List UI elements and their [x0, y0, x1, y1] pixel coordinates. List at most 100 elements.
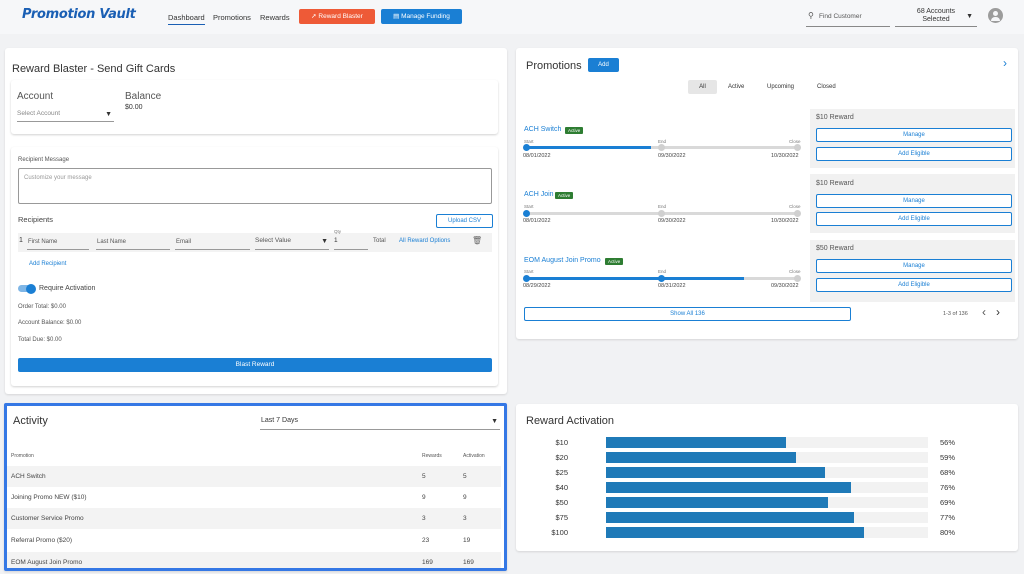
table-row[interactable]: EOM August Join Promo 169 169 — [7, 552, 501, 568]
start-label: Start — [524, 269, 534, 274]
recipient-message-label: Recipient Message — [18, 157, 70, 163]
promo-name-ach-switch[interactable]: ACH Switch — [524, 126, 562, 133]
close-date: 09/30/2022 — [771, 283, 799, 289]
bar-value-label: 80% — [940, 528, 956, 537]
timeline-end-dot — [658, 144, 665, 151]
add-promotion-button[interactable]: Add — [588, 58, 619, 72]
caret-down-icon: ▼ — [105, 111, 112, 118]
bar-value-label: 77% — [940, 513, 956, 522]
upload-csv-button[interactable]: Upload CSV — [436, 214, 493, 228]
manage-funding-button[interactable]: ▤ Manage Funding — [381, 9, 462, 24]
promo-name-eom-august[interactable]: EOM August Join Promo — [524, 257, 601, 264]
add-eligible-button[interactable]: Add Eligible — [816, 212, 1012, 226]
bar-category-label: $50 — [555, 498, 568, 507]
top-bar — [0, 0, 1024, 34]
pagination-label: 1-3 of 136 — [943, 311, 968, 317]
end-label: End — [658, 204, 667, 209]
filter-active-tab[interactable]: Active — [728, 84, 745, 90]
timeline-close-dot — [794, 275, 801, 282]
promo-timeline-fill — [526, 146, 652, 149]
add-recipient-link[interactable]: Add Recipient — [29, 261, 67, 267]
table-row[interactable]: Joining Promo NEW ($10) 9 9 — [11, 494, 467, 501]
nav-dashboard[interactable]: Dashboard — [168, 13, 205, 25]
total-due: Total Due: $0.00 — [18, 337, 62, 343]
manage-button[interactable]: Manage — [816, 194, 1012, 208]
select-value-dropdown[interactable]: Select Value ▼ — [255, 235, 329, 250]
filter-all-tab[interactable]: All — [688, 80, 717, 94]
timeline-start-dot — [523, 275, 530, 282]
all-reward-options-link[interactable]: All Reward Options — [399, 238, 451, 244]
balance-value: $0.00 — [125, 104, 143, 111]
filter-upcoming-tab[interactable]: Upcoming — [767, 84, 795, 90]
email-input[interactable]: Email — [175, 236, 250, 250]
order-total: Order Total: $0.00 — [18, 304, 66, 310]
table-row[interactable]: Referral Promo ($20) 23 19 — [11, 537, 471, 544]
activity-range-dropdown[interactable]: Last 7 Days ▼ — [260, 413, 500, 430]
start-date: 08/29/2022 — [523, 283, 551, 289]
chevron-left-icon[interactable]: ‹ — [982, 305, 986, 319]
promotion-vault-logo[interactable]: Promotion Vault — [22, 7, 136, 22]
bar-category-label: $20 — [555, 453, 568, 462]
close-date: 10/30/2022 — [771, 153, 799, 159]
recipient-message-textarea[interactable]: Customize your message — [18, 168, 492, 204]
show-all-button[interactable]: Show All 136 — [524, 307, 851, 321]
reward-activation-title: Reward Activation — [526, 415, 615, 427]
bar — [606, 527, 864, 538]
start-label: Start — [524, 139, 534, 144]
nav-rewards[interactable]: Rewards — [260, 13, 290, 22]
manage-button[interactable]: Manage — [816, 128, 1012, 142]
recipient-row — [18, 233, 492, 252]
first-name-input[interactable]: First Name — [27, 236, 89, 250]
recipients-label: Recipients — [18, 215, 54, 224]
reward-blaster-button[interactable]: ➚ Reward Blaster — [299, 9, 375, 24]
status-badge: Active — [605, 258, 624, 265]
bar — [606, 482, 851, 493]
qty-input[interactable]: 1 — [334, 236, 368, 250]
search-icon: ⚲ — [808, 11, 814, 20]
user-avatar-icon[interactable] — [988, 8, 1003, 23]
promo-name-ach-join[interactable]: ACH Join — [524, 191, 554, 198]
add-eligible-button[interactable]: Add Eligible — [816, 278, 1012, 292]
filter-closed-tab[interactable]: Closed — [817, 84, 836, 90]
trash-icon[interactable]: 🗑 — [472, 236, 483, 245]
chevron-right-icon[interactable]: › — [1003, 56, 1007, 70]
blast-reward-button[interactable]: Blast Reward — [18, 358, 492, 372]
accounts-selected-dropdown[interactable]: 68 Accounts Selected ▼ — [895, 8, 977, 27]
bar — [606, 497, 829, 508]
reward-amount: $10 Reward — [816, 180, 854, 187]
reward-amount: $50 Reward — [816, 245, 854, 252]
promotions-title: Promotions — [526, 60, 582, 72]
table-row[interactable]: ACH Switch 5 5 — [7, 466, 501, 487]
account-select[interactable]: Select Account ▼ — [17, 108, 114, 122]
account-balance: Account Balance: $0.00 — [18, 320, 82, 326]
caret-down-icon: ▼ — [491, 418, 498, 425]
start-label: Start — [524, 204, 534, 209]
account-panel — [11, 80, 498, 134]
chevron-right-icon[interactable]: › — [996, 305, 1000, 319]
add-eligible-button[interactable]: Add Eligible — [816, 147, 1012, 161]
require-activation-toggle[interactable] — [18, 283, 36, 294]
bar-value-label: 69% — [940, 498, 956, 507]
caret-down-icon: ▼ — [966, 13, 973, 20]
timeline-end-dot — [658, 275, 665, 282]
rocket-icon: ➚ — [311, 13, 317, 20]
qty-label: Qty — [334, 229, 342, 234]
bar-category-label: $10 — [555, 438, 568, 447]
bar-value-label: 59% — [940, 453, 956, 462]
end-date: 09/30/2022 — [658, 153, 686, 159]
reward-blaster-title: Reward Blaster - Send Gift Cards — [12, 63, 176, 75]
promo-timeline-fill — [526, 277, 744, 280]
activity-card — [4, 403, 507, 571]
row-index: 1 — [19, 237, 23, 244]
caret-down-icon: ▼ — [321, 238, 328, 245]
timeline-start-dot — [523, 210, 530, 217]
reward-amount: $10 Reward — [816, 114, 854, 121]
timeline-close-dot — [794, 144, 801, 151]
timeline-start-dot — [523, 144, 530, 151]
manage-button[interactable]: Manage — [816, 259, 1012, 273]
find-customer-input[interactable]: ⚲ Find Customer — [806, 10, 890, 27]
document-icon: ▤ — [393, 13, 400, 20]
table-row[interactable]: Customer Service Promo 3 3 — [7, 508, 501, 529]
last-name-input[interactable]: Last Name — [96, 236, 170, 250]
nav-promotions[interactable]: Promotions — [213, 13, 251, 22]
